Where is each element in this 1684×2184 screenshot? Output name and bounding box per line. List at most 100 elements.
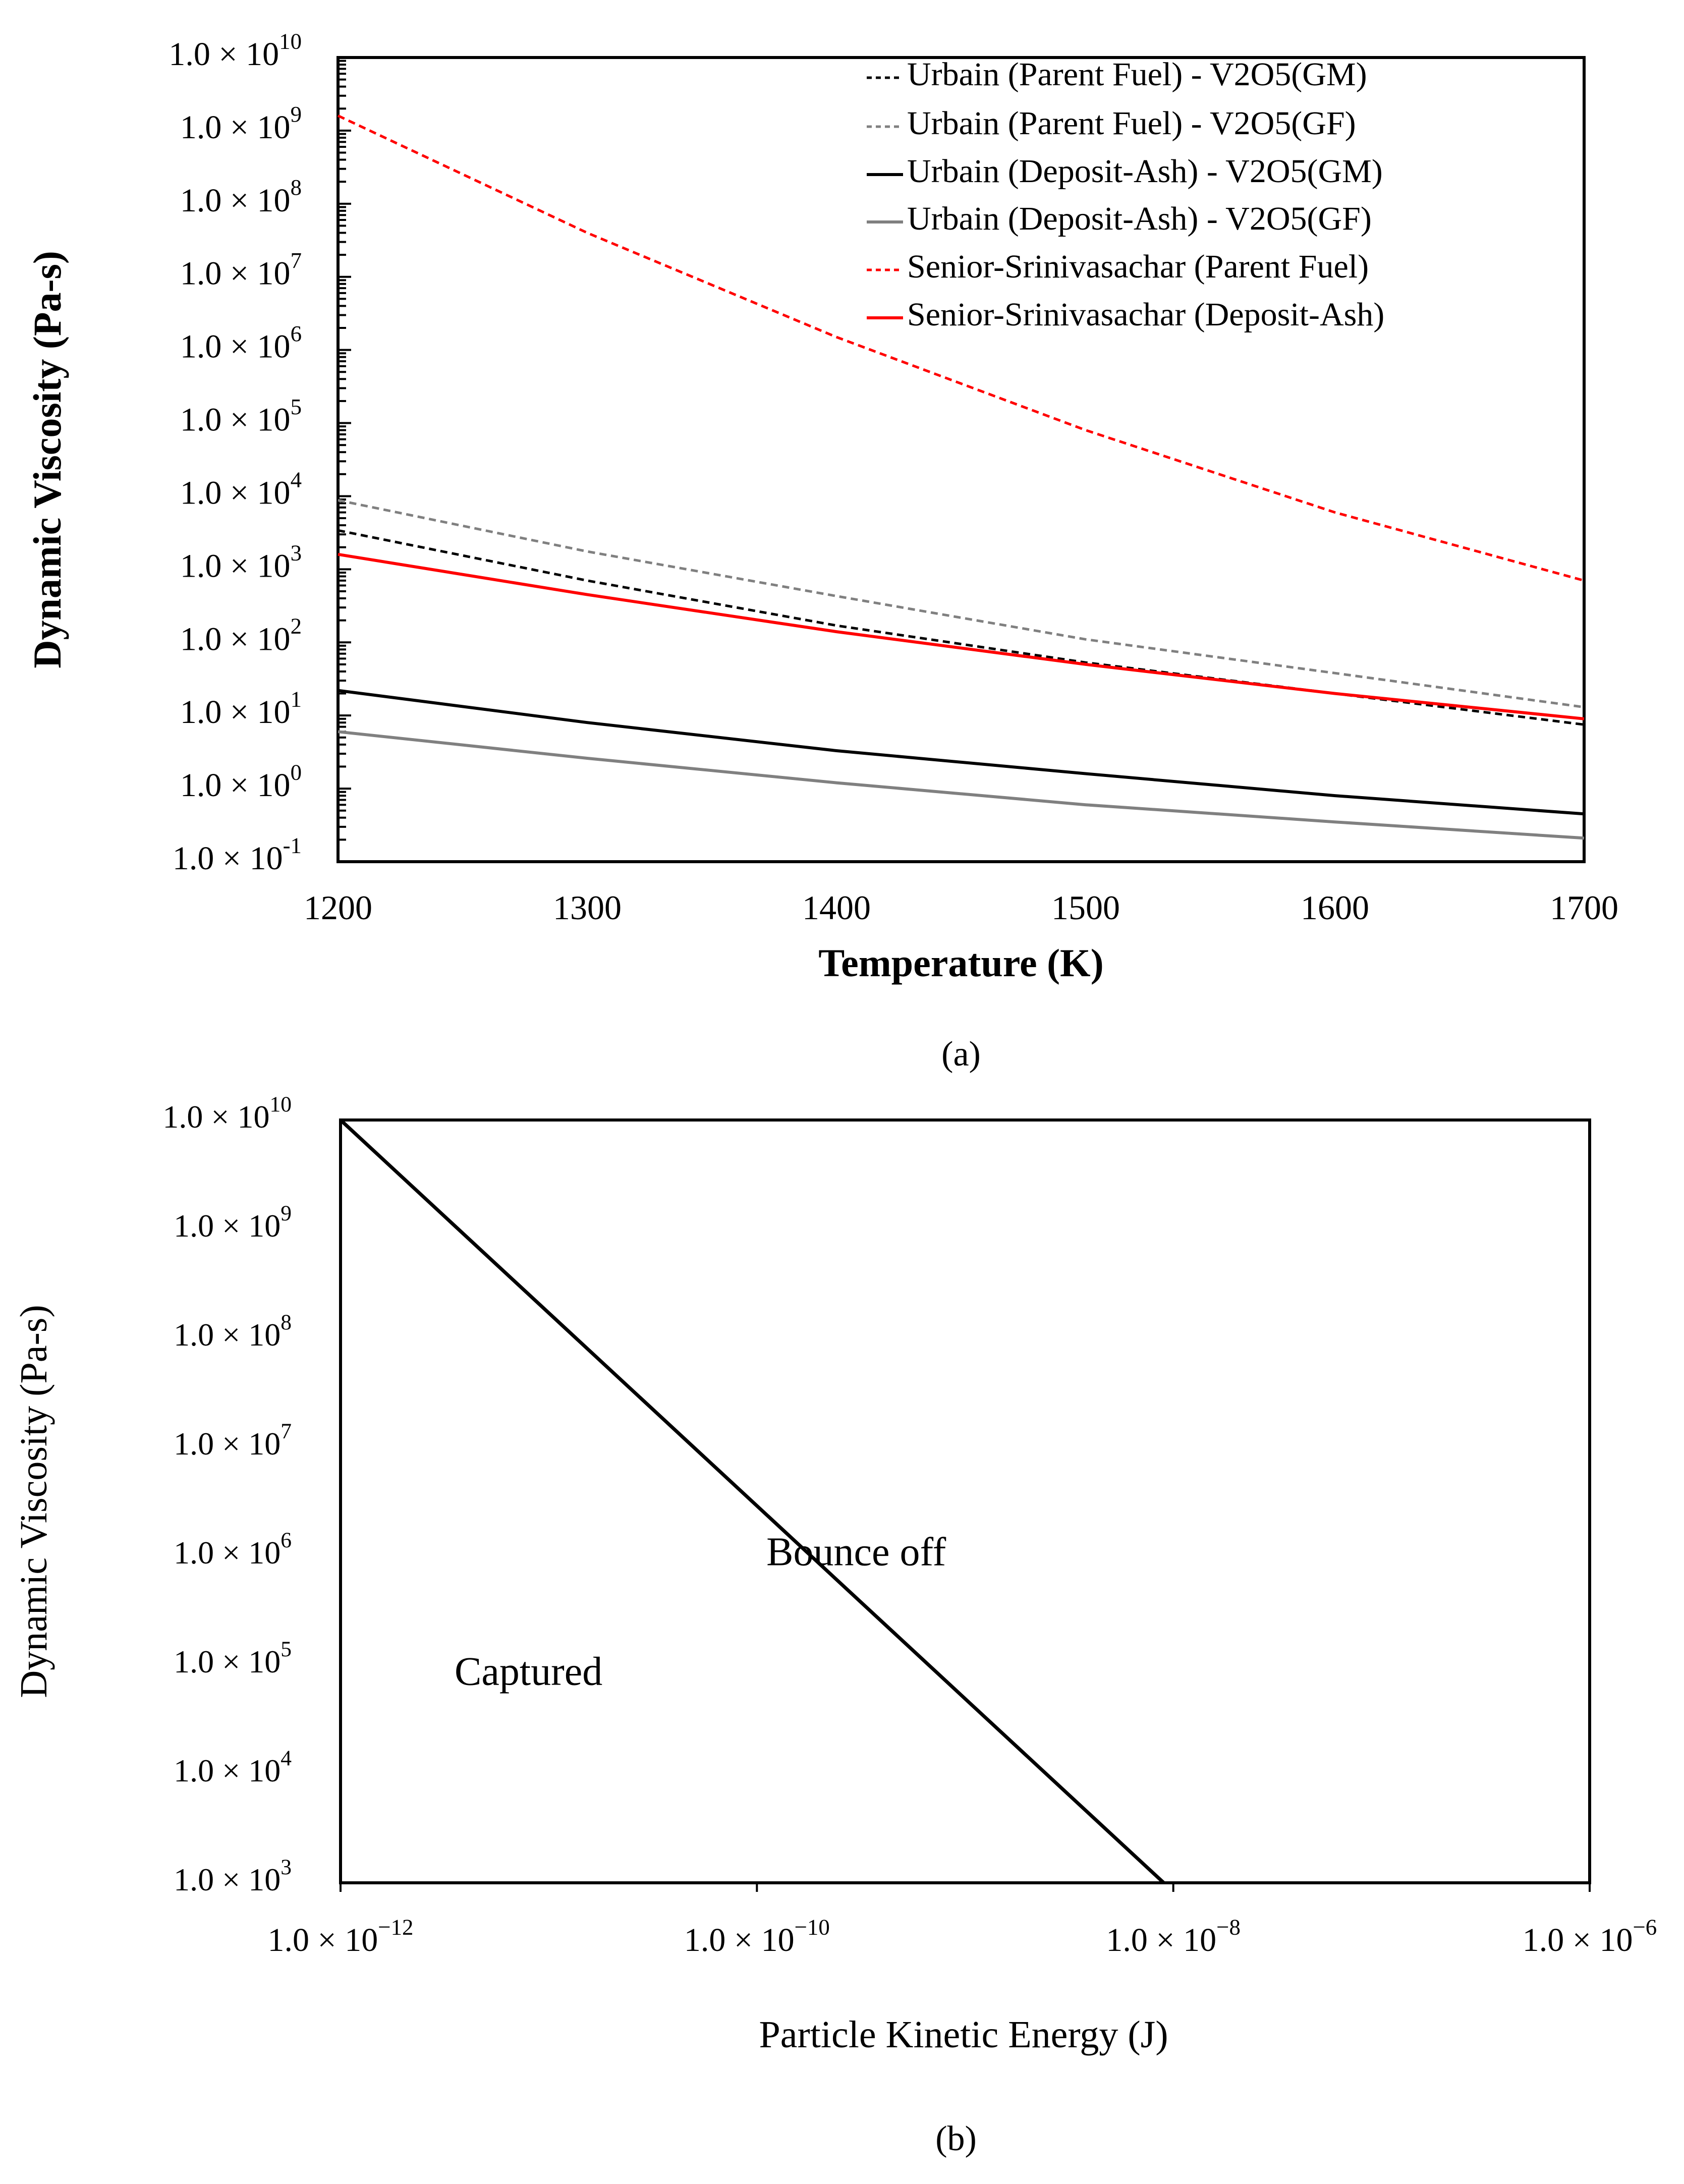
legend-label-2: Urbain (Deposit-Ash) - V2O5(GM) — [907, 153, 1383, 190]
x-tick-label: 1.0 × 10−6 — [1523, 1915, 1657, 1959]
plot-area-a — [336, 56, 1586, 863]
x-tick-label-mantissa: 1.0 × 10 — [684, 1922, 795, 1958]
x-tick-label: 1600 — [1301, 888, 1369, 927]
y-tick-label: 1.0 × 102 — [180, 613, 302, 658]
y-tick-label-mantissa: 1.0 × 10 — [174, 1426, 280, 1462]
y-tick-label-mantissa: 1.0 × 10 — [180, 328, 291, 365]
x-tick-label-mantissa: 1.0 × 10 — [1523, 1922, 1633, 1958]
y-minor-ticks-a — [338, 60, 351, 863]
y-tick-label-mantissa: 1.0 × 10 — [162, 1099, 269, 1135]
y-tick-label-exponent: 8 — [280, 1310, 292, 1334]
y-tick-label: 1.0 × 108 — [174, 1310, 292, 1353]
x-tick-label: 1700 — [1550, 888, 1618, 927]
y-tick-label: 1.0 × 106 — [174, 1528, 292, 1571]
y-tick-label-exponent: 5 — [280, 1637, 292, 1661]
y-tick-label-mantissa: 1.0 × 10 — [180, 255, 291, 292]
series-line-1 — [338, 499, 1585, 709]
y-tick-label-mantissa: 1.0 × 10 — [174, 1208, 280, 1244]
y-tick-label: 1.0 × 107 — [174, 1419, 292, 1462]
y-axis-title-a: Dynamic Viscosity (Pa-s) — [25, 251, 69, 668]
y-tick-label-mantissa: 1.0 × 10 — [180, 475, 291, 512]
x-tick-label-mantissa: 1.0 × 10 — [268, 1922, 378, 1958]
y-tick-label-mantissa: 1.0 × 10 — [174, 1644, 280, 1679]
y-tick-label-exponent: 4 — [291, 467, 302, 492]
capture-boundary-line — [339, 1118, 1165, 1884]
y-tick-label: 1.0 × 103 — [180, 540, 302, 585]
x-tick-label-exponent: −12 — [378, 1915, 413, 1940]
y-tick-label-exponent: 10 — [269, 1092, 292, 1116]
y-tick-label: 1.0 × 106 — [180, 321, 302, 365]
y-tick-label-exponent: 0 — [291, 760, 302, 785]
y-tick-label-exponent: 3 — [280, 1855, 292, 1879]
y-tick-label: 1.0 × 105 — [180, 394, 302, 438]
x-tick-label-exponent: −8 — [1216, 1915, 1241, 1940]
legend-label-5: Senior-Srinivasachar (Deposit-Ash) — [907, 296, 1384, 333]
y-tick-label-mantissa: 1.0 × 10 — [174, 1862, 280, 1897]
y-axis-title-b: Dynamic Viscosity (Pa-s) — [13, 1305, 55, 1698]
series-line-0 — [338, 529, 1585, 726]
y-tick-label-mantissa: 1.0 × 10 — [180, 694, 291, 731]
y-tick-label: 1.0 × 1010 — [162, 1092, 292, 1135]
y-tick-label: 1.0 × 104 — [180, 467, 302, 512]
x-tick-labels-b: 1.0 × 10−12 1.0 × 10−10 1.0 × 10−8 1.0 × 10… — [268, 1883, 1657, 1958]
y-tick-label-exponent: 1 — [291, 687, 302, 712]
x-tick-label: 1.0 × 10−10 — [684, 1915, 830, 1959]
y-tick-label-exponent: -1 — [283, 833, 302, 858]
x-tick-label: 1.0 × 10−12 — [268, 1915, 414, 1959]
y-tick-label-mantissa: 1.0 × 10 — [180, 548, 291, 585]
y-tick-label-mantissa: 1.0 × 10 — [180, 621, 291, 657]
x-tick-label: 1500 — [1051, 888, 1120, 927]
y-tick-label: 1.0 × 107 — [180, 248, 302, 292]
y-tick-label: 1.0 × 109 — [180, 101, 302, 146]
y-tick-label-exponent: 8 — [291, 175, 302, 200]
x-tick-label-mantissa: 1.0 × 10 — [1106, 1922, 1216, 1958]
x-tick-label-exponent: −6 — [1633, 1915, 1657, 1940]
x-tick-label-exponent: −10 — [795, 1915, 830, 1940]
y-tick-label-exponent: 3 — [291, 540, 302, 566]
y-tick-label: 1.0 × 104 — [174, 1746, 292, 1788]
series-line-3 — [338, 730, 1585, 840]
y-tick-label: 1.0 × 101 — [180, 687, 302, 731]
y-tick-label-mantissa: 1.0 × 10 — [180, 109, 291, 146]
y-tick-label: 1.0 × 105 — [174, 1637, 292, 1679]
series-line-2 — [338, 689, 1585, 816]
region-label-captured: Captured — [455, 1649, 602, 1694]
legend-label-1: Urbain (Parent Fuel) - V2O5(GF) — [907, 105, 1356, 142]
y-tick-label-exponent: 7 — [291, 248, 302, 273]
y-tick-label: 1.0 × 103 — [174, 1855, 292, 1897]
y-tick-label-exponent: 6 — [291, 321, 302, 346]
y-tick-label: 1.0 × 1010 — [169, 29, 302, 73]
panel-label-b: (b) — [935, 2119, 977, 2158]
x-axis-title-b: Particle Kinetic Energy (J) — [759, 2013, 1168, 2056]
y-tick-label: 1.0 × 100 — [180, 760, 302, 804]
x-tick-label: 1200 — [304, 888, 372, 927]
y-tick-label-exponent: 5 — [291, 394, 302, 419]
y-tick-label-mantissa: 1.0 × 10 — [180, 767, 291, 804]
y-tick-label-mantissa: 1.0 × 10 — [173, 840, 283, 877]
y-tick-label: 1.0 × 108 — [180, 175, 302, 219]
y-tick-label-exponent: 9 — [280, 1201, 292, 1225]
y-tick-label-exponent: 2 — [291, 613, 302, 639]
legend-label-4: Senior-Srinivasachar (Parent Fuel) — [907, 248, 1369, 285]
x-axis-title-a: Temperature (K) — [818, 941, 1103, 985]
legend-label-3: Urbain (Deposit-Ash) - V2O5(GF) — [907, 200, 1372, 237]
y-tick-label-exponent: 9 — [291, 101, 302, 127]
y-tick-label-mantissa: 1.0 × 10 — [180, 182, 291, 219]
x-tick-label: 1300 — [553, 888, 622, 927]
legend-label-0: Urbain (Parent Fuel) - V2O5(GM) — [907, 56, 1367, 93]
x-tick-labels-a: 1200 1300 1400 1500 1600 1700 — [304, 888, 1618, 927]
y-tick-label-exponent: 4 — [280, 1746, 292, 1770]
y-tick-label-exponent: 7 — [280, 1419, 292, 1443]
plot-area-b — [339, 1118, 1591, 1884]
x-tick-label: 1400 — [802, 888, 871, 927]
panel-label-a: (a) — [941, 1035, 981, 1074]
y-tick-label-mantissa: 1.0 × 10 — [174, 1535, 280, 1571]
y-tick-label-mantissa: 1.0 × 10 — [169, 36, 279, 73]
y-tick-label-mantissa: 1.0 × 10 — [174, 1753, 280, 1788]
y-tick-label-mantissa: 1.0 × 10 — [180, 402, 291, 438]
